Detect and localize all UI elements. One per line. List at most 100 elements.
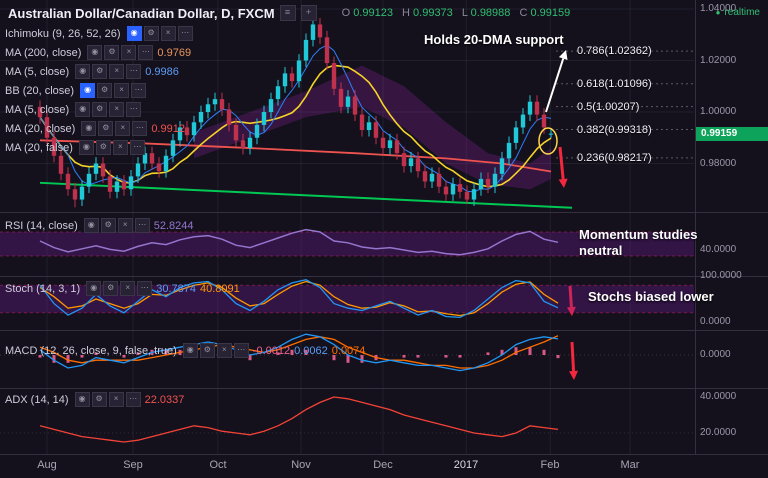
gear-icon[interactable]: ⚙ [103,281,119,296]
legend-label: ADX (14, 14) [5,393,69,406]
more-icon[interactable]: ⋯ [134,218,150,233]
eye-icon[interactable]: ◉ [182,343,198,358]
time-label-mar: Mar [620,459,640,471]
fib-level-382[interactable]: 0.382(0.99318) [577,124,652,136]
open-label: O [341,7,351,19]
realtime-status: ● realtime [716,7,760,18]
close-icon[interactable]: × [109,102,125,117]
close-label: C [519,7,528,19]
stoch-d-value: 40.8091 [199,282,240,295]
close-icon[interactable]: × [216,343,232,358]
more-icon[interactable]: ⋯ [233,343,249,358]
momentum-note-line2: neutral [579,243,623,258]
close-icon[interactable]: × [160,26,176,41]
open-value: 0.99123 [353,7,393,19]
gear-icon[interactable]: ⚙ [97,83,113,98]
more-icon[interactable]: ⋯ [138,45,154,60]
legend-row-ma20[interactable]: MA (20, close) ◉ ⚙ × ⋯ 0.9912 [5,121,193,136]
stoch-note[interactable]: Stochs biased lower [588,289,714,304]
low-label: L [461,7,468,19]
legend-row-ichimoku[interactable]: Ichimoku (9, 26, 52, 26) ◉ ⚙ × ⋯ [5,26,193,41]
symbol-title[interactable]: Australian Dollar/Canadian Dollar, D, FX… [8,5,275,21]
eye-icon[interactable]: ◉ [74,392,90,407]
gear-icon[interactable]: ⚙ [95,140,111,155]
fib-level-618[interactable]: 0.618(1.01096) [577,78,652,90]
more-icon[interactable]: ⋯ [132,121,148,136]
close-icon[interactable]: × [108,392,124,407]
eye-icon[interactable]: ◉ [75,64,91,79]
price-axis-label: 1.04000 [700,3,737,14]
legend-label: MACD (12, 26, close, 9, false, true) [5,344,177,357]
eye-icon[interactable]: ◉ [75,102,91,117]
legend-row-ma200[interactable]: MA (200, close) ◉ ⚙ × ⋯ 0.9769 [5,45,193,60]
realtime-label: realtime [724,7,760,18]
legend-row-ma20b[interactable]: MA (20, false) ◉ ⚙ × ⋯ [5,140,193,155]
more-icon[interactable]: ⋯ [126,102,142,117]
high-value: 0.99373 [413,7,453,19]
stoch-legend[interactable]: Stoch (14, 3, 1) ◉ ⚙ × ⋯ 30.7874 40.8091 [5,281,240,296]
legend-label: MA (5, close) [5,103,70,116]
momentum-note[interactable]: Momentum studies neutral [579,227,697,259]
dma-support-note[interactable]: Holds 20-DMA support [424,32,564,47]
legend-row-ma5b[interactable]: MA (5, close) ◉ ⚙ × ⋯ [5,102,193,117]
close-icon[interactable]: × [115,121,131,136]
close-icon[interactable]: × [109,64,125,79]
ohlc-readout: O 0.99123 H 0.99373 L 0.98988 C 0.99159 [336,7,571,19]
low-value: 0.98988 [470,7,511,19]
gear-icon[interactable]: ⚙ [100,218,116,233]
time-label-dec: Dec [373,459,393,471]
eye-icon[interactable]: ◉ [81,121,97,136]
legend-label: MA (5, close) [5,65,70,78]
close-icon[interactable]: × [117,218,133,233]
more-icon[interactable]: ⋯ [125,392,141,407]
legend-row-ma5[interactable]: MA (5, close) ◉ ⚙ × ⋯ 0.9986 [5,64,193,79]
gear-icon[interactable]: ⚙ [91,392,107,407]
gear-icon[interactable]: ⚙ [92,64,108,79]
eye-icon[interactable]: ◉ [83,218,99,233]
adx-axis-label: 20.0000 [700,427,737,438]
macd-legend[interactable]: MACD (12, 26, close, 9, false, true) ◉ ⚙ ×… [5,343,365,358]
rsi-axis-label: 40.0000 [700,244,737,255]
fib-level-786[interactable]: 0.786(1.02362) [577,45,652,57]
more-icon[interactable]: ⋯ [129,140,145,155]
last-price-tag: 0.99159 [696,127,768,141]
eye-icon[interactable]: ◉ [87,45,103,60]
gear-icon[interactable]: ⚙ [199,343,215,358]
legend-value: 0.9986 [145,65,179,78]
eye-icon[interactable]: ◉ [80,83,96,98]
legend-value: 0.9912 [151,122,185,135]
realtime-dot-icon: ● [715,8,721,17]
eye-icon[interactable]: ◉ [126,26,142,41]
close-icon[interactable]: × [120,281,136,296]
macd-value: 0.0062 [294,344,328,357]
close-icon[interactable]: × [112,140,128,155]
rsi-legend[interactable]: RSI (14, close) ◉ ⚙ × ⋯ 52.8244 [5,218,194,233]
more-icon[interactable]: ⋯ [126,64,142,79]
adx-axis-label: 40.0000 [700,391,737,402]
gear-icon[interactable]: ⚙ [98,121,114,136]
legend-row-bb[interactable]: BB (20, close) ◉ ⚙ × ⋯ [5,83,193,98]
compare-icon[interactable]: + [300,5,317,21]
fib-level-236[interactable]: 0.236(0.98217) [577,152,652,164]
stoch-k-value: 30.7874 [156,282,196,295]
close-icon[interactable]: × [114,83,130,98]
legend-label: MA (20, false) [5,141,73,154]
more-icon[interactable]: ⋯ [177,26,193,41]
fib-level-50[interactable]: 0.5(1.00207) [577,101,640,113]
adx-value: 22.0337 [144,393,185,406]
chart-style-icon[interactable]: ≡ [279,5,296,21]
legend-label: Ichimoku (9, 26, 52, 26) [5,27,121,40]
eye-icon[interactable]: ◉ [78,140,94,155]
more-icon[interactable]: ⋯ [131,83,147,98]
more-icon[interactable]: ⋯ [137,281,153,296]
legend-label: Stoch (14, 3, 1) [5,282,81,295]
indicator-legend: Ichimoku (9, 26, 52, 26) ◉ ⚙ × ⋯ MA (200, c… [5,26,193,159]
legend-label: MA (200, close) [5,46,82,59]
adx-legend[interactable]: ADX (14, 14) ◉ ⚙ × ⋯ 22.0337 [5,392,184,407]
price-axis-label: 1.00000 [700,106,737,117]
gear-icon[interactable]: ⚙ [143,26,159,41]
eye-icon[interactable]: ◉ [86,281,102,296]
gear-icon[interactable]: ⚙ [104,45,120,60]
gear-icon[interactable]: ⚙ [92,102,108,117]
close-icon[interactable]: × [121,45,137,60]
